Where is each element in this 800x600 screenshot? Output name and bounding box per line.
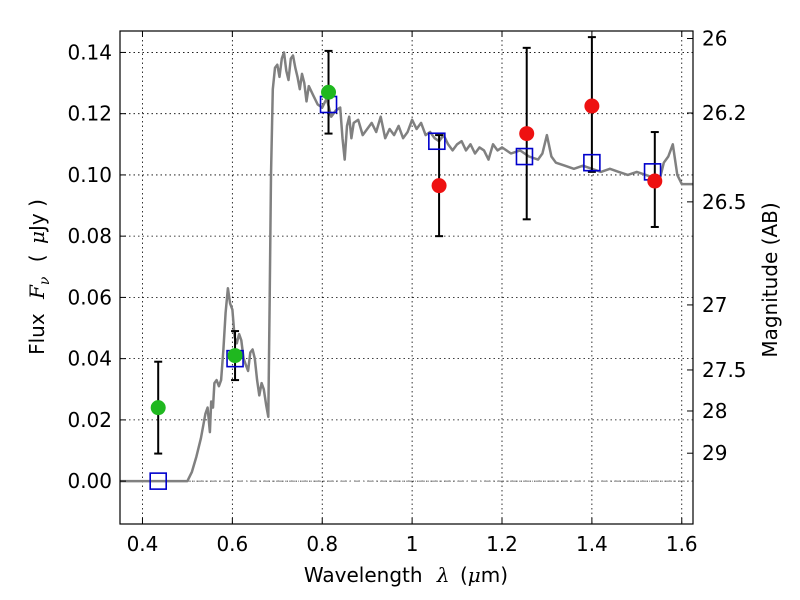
tick-layer: 0.4 0.6 0.8 1 1.2 1.4 1.6 0.00 0.02 0.04 0.06 0.08 0… <box>67 27 746 556</box>
y-axis-label-sub: ν <box>37 276 53 285</box>
y2-tick-label: 26.2 <box>702 101 747 125</box>
y2-tick-label: 26 <box>702 27 727 51</box>
x-tick-label: 0.4 <box>127 532 159 556</box>
y-tick-label: 0.02 <box>67 408 112 432</box>
model-photometry-box <box>428 132 446 151</box>
x-tick-label: 0.6 <box>216 532 248 556</box>
x-axis-label: Wavelength λ (μm) <box>304 563 508 587</box>
model-photometry-box <box>583 153 601 172</box>
x-axis-label-symbol: λ <box>436 563 450 587</box>
nondetection-point <box>647 173 663 189</box>
y-axis-label-symbol: F <box>25 284 49 300</box>
nondetection-point <box>519 126 535 142</box>
y-tick-label: 0.08 <box>67 224 112 248</box>
y-axis-label-unit-mu: μ <box>25 231 49 244</box>
model-spectrum-line <box>120 51 693 483</box>
x-axis-label-unit-open: ( <box>460 563 468 587</box>
detection-point <box>150 400 166 416</box>
x-tick-label: 0.8 <box>306 532 338 556</box>
observed-points-layer <box>150 84 663 416</box>
detection-point <box>321 84 337 100</box>
x-tick-label: 1.6 <box>666 532 698 556</box>
y2-tick-label: 26.5 <box>702 190 747 214</box>
y2-tick-label: 27 <box>702 293 727 317</box>
x-tick-label: 1 <box>406 532 419 556</box>
x-tick-label: 1.4 <box>576 532 608 556</box>
x-axis-label-text: Wavelength <box>304 563 423 587</box>
grid-layer <box>120 31 693 524</box>
y2-tick-label: 29 <box>702 441 727 465</box>
x-tick-label: 1.2 <box>486 532 518 556</box>
y-tick-label: 0.04 <box>67 347 112 371</box>
detection-point <box>227 348 243 364</box>
model-photometry-box <box>149 472 167 490</box>
nondetection-point <box>431 178 447 194</box>
y-tick-label: 0.06 <box>67 285 112 309</box>
model-photometry-box <box>515 147 534 166</box>
y2-tick-label: 27.5 <box>702 358 747 382</box>
y-tick-label: 0.00 <box>67 469 112 493</box>
model-spectrum-layer <box>120 51 693 483</box>
y2-tick-label: 28 <box>702 399 727 423</box>
y-axis-label-unit-rest: Jy ) <box>25 199 49 233</box>
y-axis-label: Flux Fν ( μJy ) <box>25 199 54 355</box>
x-axis-label-unit-mu: μ <box>468 563 481 587</box>
y-tick-label: 0.14 <box>67 40 112 64</box>
y-axis-label-text: Flux <box>25 313 49 355</box>
error-bar-layer <box>154 36 659 455</box>
x-axis-label-unit-rest: m) <box>481 563 508 587</box>
y-tick-label: 0.10 <box>67 163 112 187</box>
y-tick-label: 0.12 <box>67 102 112 126</box>
nondetection-point <box>584 98 600 114</box>
y2-axis-label: Magnitude (AB) <box>758 202 782 357</box>
plot-frame <box>119 30 694 525</box>
y-axis-label-unit-open: ( <box>25 254 49 262</box>
